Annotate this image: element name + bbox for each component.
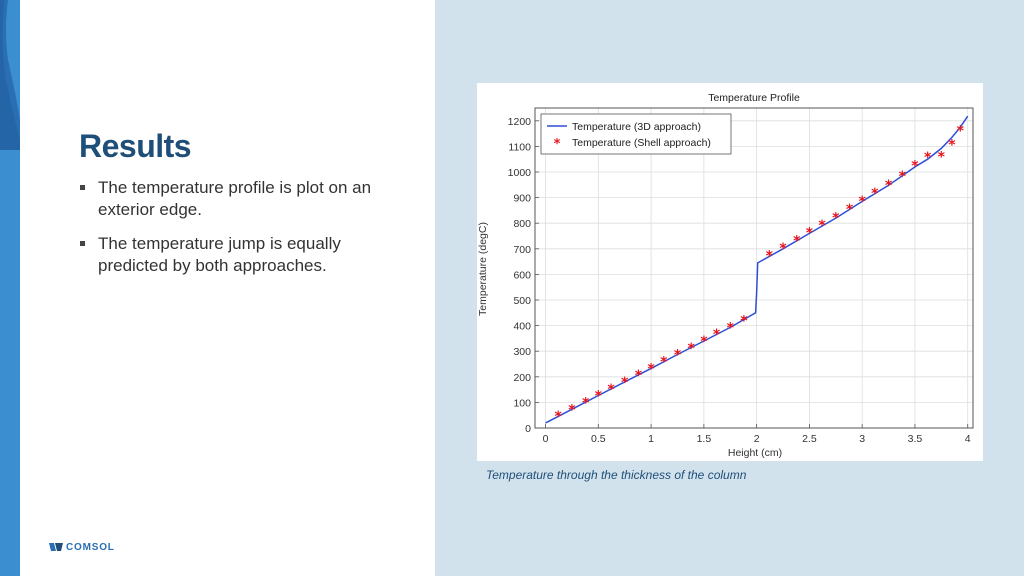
x-tick-label: 2.5 — [802, 433, 817, 445]
x-tick-label: 1.5 — [697, 433, 712, 445]
data-point-shell-approach: * — [832, 210, 840, 226]
square-bullet-icon — [80, 241, 85, 246]
x-tick-label: 3.5 — [908, 433, 923, 445]
x-tick-label: 1 — [648, 433, 654, 445]
y-tick-label: 200 — [513, 372, 531, 384]
comsol-logo-mark-icon — [49, 543, 63, 551]
data-point-shell-approach: * — [957, 124, 965, 140]
data-point-shell-approach: * — [674, 348, 682, 364]
legend-asterisk-swatch: * — [554, 137, 561, 152]
data-point-shell-approach: * — [899, 169, 907, 185]
data-point-shell-approach: * — [859, 194, 867, 210]
x-tick-label: 4 — [965, 433, 971, 445]
y-tick-label: 700 — [513, 244, 531, 256]
temperature-profile-chart: Temperature Profile 0 0.5 1 1.5 2 2.5 3 3.5 4 0 10… — [477, 83, 983, 461]
bullet-item: The temperature jump is equally predicte… — [80, 233, 400, 277]
y-tick-label: 500 — [513, 295, 531, 307]
data-point-shell-approach: * — [793, 233, 801, 249]
data-point-shell-approach: * — [621, 375, 629, 391]
data-point-shell-approach: * — [713, 327, 721, 343]
y-tick-label: 0 — [525, 423, 531, 435]
figure-caption: Temperature through the thickness of the… — [486, 468, 747, 482]
x-tick-label: 0.5 — [591, 433, 606, 445]
data-point-shell-approach: * — [948, 137, 956, 153]
comsol-logo: COMSOL — [49, 541, 115, 553]
x-tick-label: 0 — [543, 433, 549, 445]
series-line-3d-approach — [545, 115, 969, 424]
chart-legend: Temperature (3D approach) * Temperature … — [540, 113, 732, 155]
legend-box — [540, 113, 732, 155]
data-point-shell-approach: * — [766, 249, 774, 265]
data-point-shell-approach: * — [635, 368, 643, 384]
chart-title: Temperature Profile — [708, 92, 800, 104]
y-tick-label: 400 — [513, 321, 531, 333]
data-point-shell-approach: * — [871, 186, 879, 202]
y-tick-label: 300 — [513, 346, 531, 358]
x-tick-label: 2 — [754, 433, 760, 445]
data-point-shell-approach: * — [818, 218, 826, 234]
y-tick-label: 1100 — [508, 141, 531, 153]
x-tick-label: 3 — [859, 433, 865, 445]
data-point-shell-approach: * — [911, 159, 919, 175]
plot-area-frame — [534, 107, 974, 429]
logo-wordmark: COMSOL — [66, 541, 115, 553]
data-point-shell-approach: * — [700, 334, 708, 350]
y-axis-title: Temperature (degC) — [477, 222, 489, 316]
slide-title: Results — [79, 128, 192, 164]
bullet-item: The temperature profile is plot on an ex… — [80, 177, 400, 221]
y-tick-label: 600 — [513, 269, 531, 281]
data-point-shell-approach: * — [555, 409, 563, 425]
square-bullet-icon — [80, 185, 85, 190]
y-tick-label: 100 — [513, 397, 531, 409]
legend-entry-label: Temperature (Shell approach) — [572, 137, 711, 149]
bullet-text: The temperature profile is plot on an ex… — [98, 178, 372, 219]
data-point-shell-approach: * — [938, 150, 946, 166]
y-tick-label: 1200 — [508, 116, 532, 128]
data-point-shell-approach: * — [568, 402, 576, 418]
data-point-shell-approach: * — [740, 313, 748, 329]
data-point-shell-approach: * — [582, 395, 590, 411]
data-point-shell-approach: * — [727, 320, 735, 336]
x-axis-title: Height (cm) — [728, 447, 782, 459]
data-point-shell-approach: * — [806, 226, 814, 242]
data-point-shell-approach: * — [924, 150, 932, 166]
data-point-shell-approach: * — [660, 354, 668, 370]
chart-container: Temperature Profile 0 0.5 1 1.5 2 2.5 3 3.5 4 0 10… — [477, 83, 983, 461]
side-decoration-strip — [0, 0, 20, 576]
side-wave-decoration — [0, 0, 20, 150]
legend-entry-label: Temperature (3D approach) — [572, 121, 701, 133]
data-point-shell-approach: * — [885, 178, 893, 194]
data-point-shell-approach: * — [779, 241, 787, 257]
y-tick-label: 900 — [513, 193, 531, 205]
data-point-shell-approach: * — [688, 341, 696, 357]
data-point-shell-approach: * — [595, 388, 603, 404]
data-point-shell-approach: * — [647, 361, 655, 377]
bullet-text: The temperature jump is equally predicte… — [98, 234, 341, 275]
data-point-shell-approach: * — [846, 202, 854, 218]
y-tick-label: 1000 — [508, 167, 532, 179]
data-point-shell-approach: * — [607, 382, 615, 398]
y-tick-label: 800 — [513, 218, 531, 230]
